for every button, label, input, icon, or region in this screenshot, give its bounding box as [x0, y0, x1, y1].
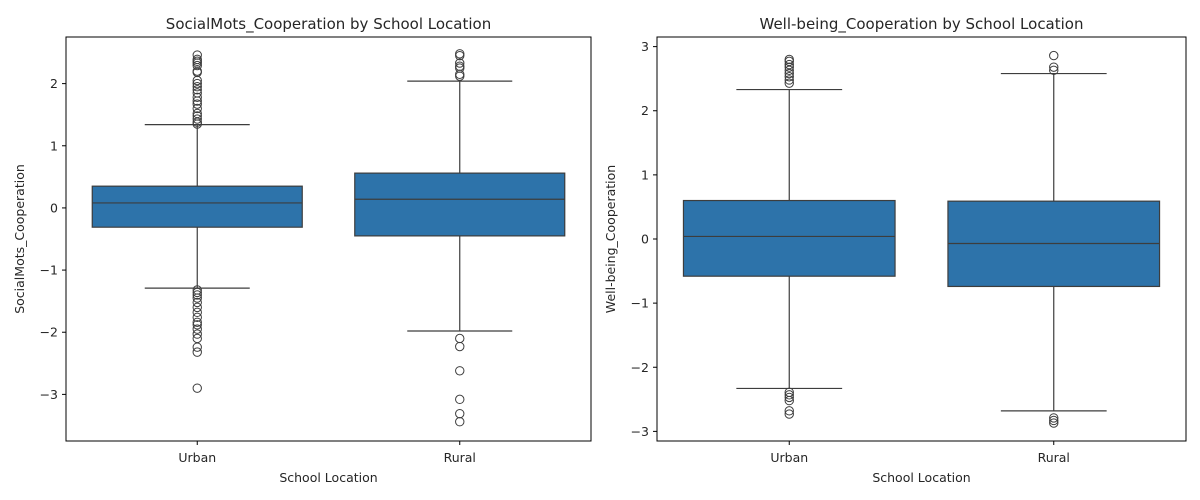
chart-panel-1: SocialMots_Cooperation by School Locatio…	[12, 15, 592, 485]
outlier-point	[1049, 413, 1059, 423]
y-tick-label: −1	[631, 296, 649, 311]
outlier-point	[784, 62, 794, 72]
y-tick-label: −1	[40, 263, 58, 278]
outlier-point	[784, 392, 794, 403]
y-tick-label: 1	[641, 167, 649, 182]
outlier-point	[784, 406, 794, 416]
y-tick-label: 2	[50, 76, 58, 91]
box-rural	[947, 50, 1161, 428]
outlier-point	[192, 78, 202, 89]
outlier-point	[455, 341, 465, 352]
x-tick-label: Rural	[1038, 450, 1070, 465]
y-tick-label: 1	[50, 138, 58, 153]
outlier-point	[192, 103, 202, 114]
outlier-point	[192, 329, 202, 339]
outlier-point	[784, 56, 794, 67]
iqr-box	[91, 185, 303, 228]
outlier-point	[784, 54, 794, 65]
y-tick-label: −3	[631, 424, 649, 439]
chart-panel-2: Well-being_Cooperation by School Locatio…	[603, 15, 1187, 485]
outlier-point	[192, 96, 202, 106]
outlier-point	[455, 71, 465, 81]
outlier-point	[192, 297, 202, 308]
outlier-point	[192, 82, 202, 92]
outlier-point	[784, 78, 794, 88]
outlier-point	[192, 287, 202, 298]
outlier-point	[784, 75, 794, 85]
chart-title: SocialMots_Cooperation by School Locatio…	[166, 15, 491, 34]
outlier-point	[192, 119, 202, 129]
iqr-box	[682, 199, 896, 277]
y-tick-label: 0	[641, 232, 649, 247]
y-tick-label: −2	[631, 360, 649, 375]
chart-title: Well-being_Cooperation by School Locatio…	[760, 15, 1084, 34]
x-tick-label: Urban	[178, 450, 216, 465]
outlier-point	[784, 409, 794, 419]
outlier-point	[455, 366, 465, 376]
outlier-point	[192, 293, 202, 303]
y-axis-label: SocialMots_Cooperation	[12, 164, 27, 314]
outlier-point	[455, 417, 465, 427]
y-axis-label: Well-being_Cooperation	[603, 165, 618, 313]
outlier-point	[455, 408, 465, 419]
outlier-point	[1049, 65, 1059, 76]
outlier-point	[784, 59, 794, 70]
outlier-point	[455, 69, 465, 79]
outlier-point	[1049, 62, 1059, 72]
outlier-point	[455, 58, 465, 68]
x-axis-label: School Location	[872, 470, 970, 485]
outlier-point	[784, 68, 794, 79]
outlier-point	[192, 114, 202, 124]
outlier-point	[192, 383, 202, 393]
outlier-point	[784, 390, 794, 400]
outlier-point	[1049, 415, 1059, 426]
y-tick-label: 3	[641, 39, 649, 54]
outlier-point	[455, 49, 465, 59]
outlier-point	[192, 92, 202, 102]
x-tick-label: Rural	[444, 450, 476, 465]
outlier-point	[192, 347, 202, 357]
y-tick-label: 2	[641, 103, 649, 118]
outlier-point	[192, 290, 202, 300]
outlier-point	[192, 60, 202, 71]
outlier-point	[192, 302, 202, 313]
iqr-box	[354, 172, 566, 237]
outlier-point	[192, 324, 202, 334]
outlier-point	[784, 65, 794, 76]
outlier-point	[192, 342, 202, 352]
outlier-point	[455, 50, 465, 61]
outlier-point	[192, 99, 202, 109]
outlier-point	[192, 312, 202, 323]
x-axis-label: School Location	[279, 470, 377, 485]
box-urban	[682, 54, 896, 419]
outlier-point	[192, 85, 202, 95]
y-tick-label: −2	[40, 325, 58, 340]
outlier-point	[455, 333, 465, 344]
outlier-point	[192, 307, 202, 318]
outlier-point	[455, 394, 465, 405]
outlier-point	[192, 320, 202, 330]
outlier-point	[784, 395, 794, 406]
outlier-point	[784, 72, 794, 82]
box-rural	[354, 49, 566, 427]
outlier-point	[192, 317, 202, 327]
outlier-point	[1049, 418, 1059, 428]
outlier-point	[192, 75, 202, 86]
box-urban	[91, 50, 303, 393]
y-tick-label: 0	[50, 200, 58, 215]
axes-frame	[65, 36, 592, 442]
y-tick-label: −3	[40, 387, 58, 402]
outlier-point	[1049, 50, 1059, 61]
x-tick-label: Urban	[770, 450, 808, 465]
